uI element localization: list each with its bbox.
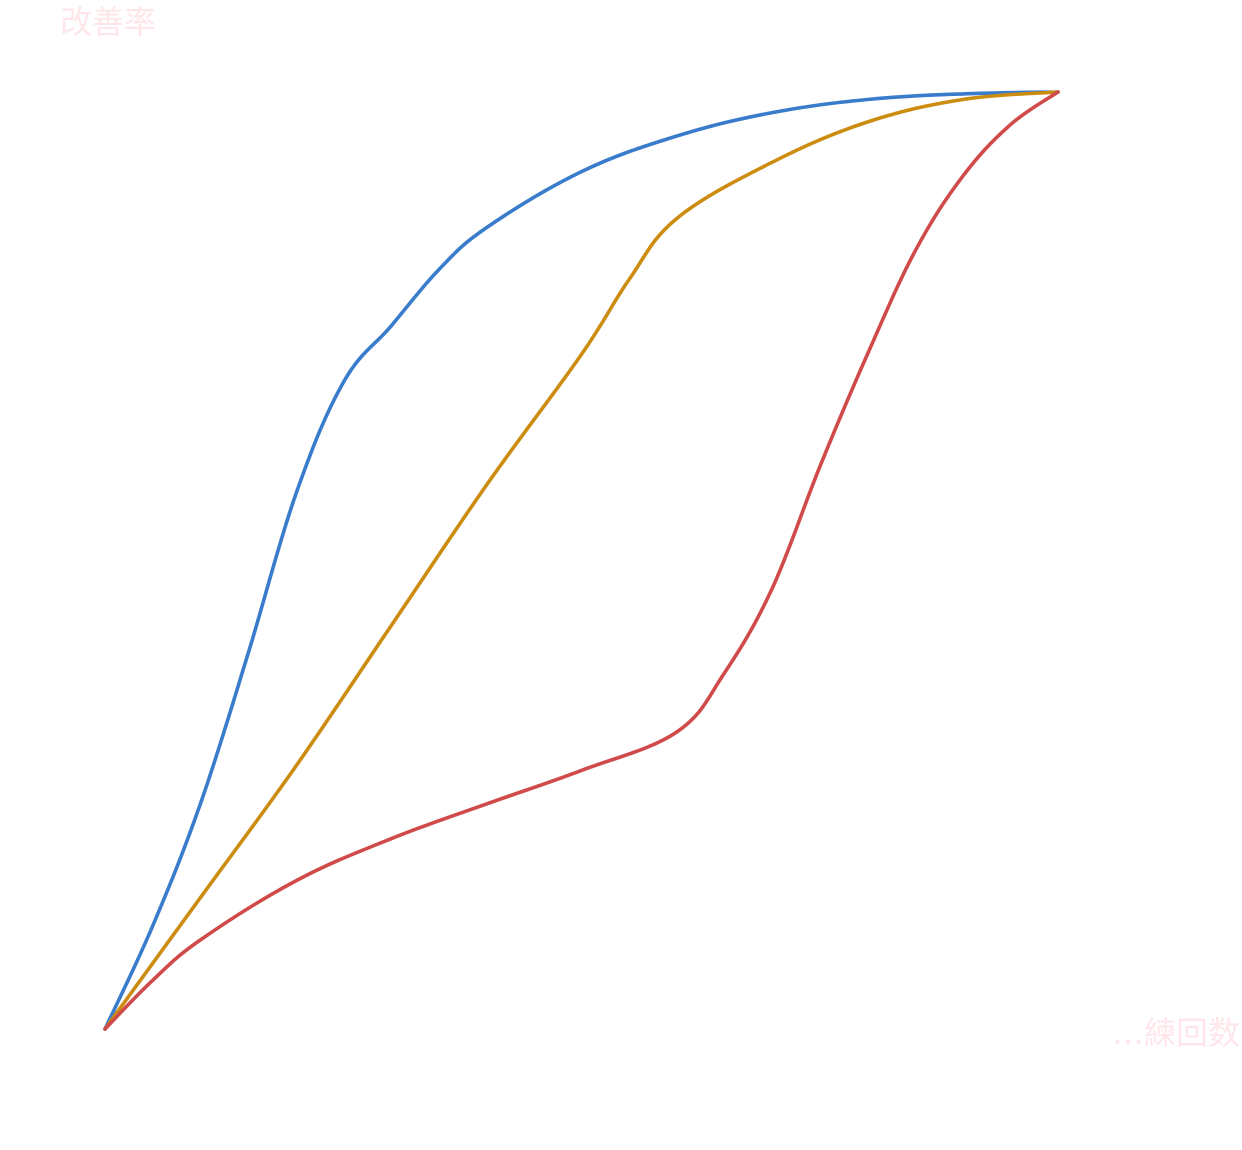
series-layer bbox=[103, 90, 1060, 1031]
y-axis-label: 改善率 bbox=[60, 3, 156, 41]
series-line-3 bbox=[103, 90, 1060, 1031]
x-axis-label: …練回数 bbox=[1112, 1014, 1240, 1052]
series-line-1 bbox=[103, 90, 1060, 1031]
series-line-2 bbox=[103, 90, 1060, 1031]
